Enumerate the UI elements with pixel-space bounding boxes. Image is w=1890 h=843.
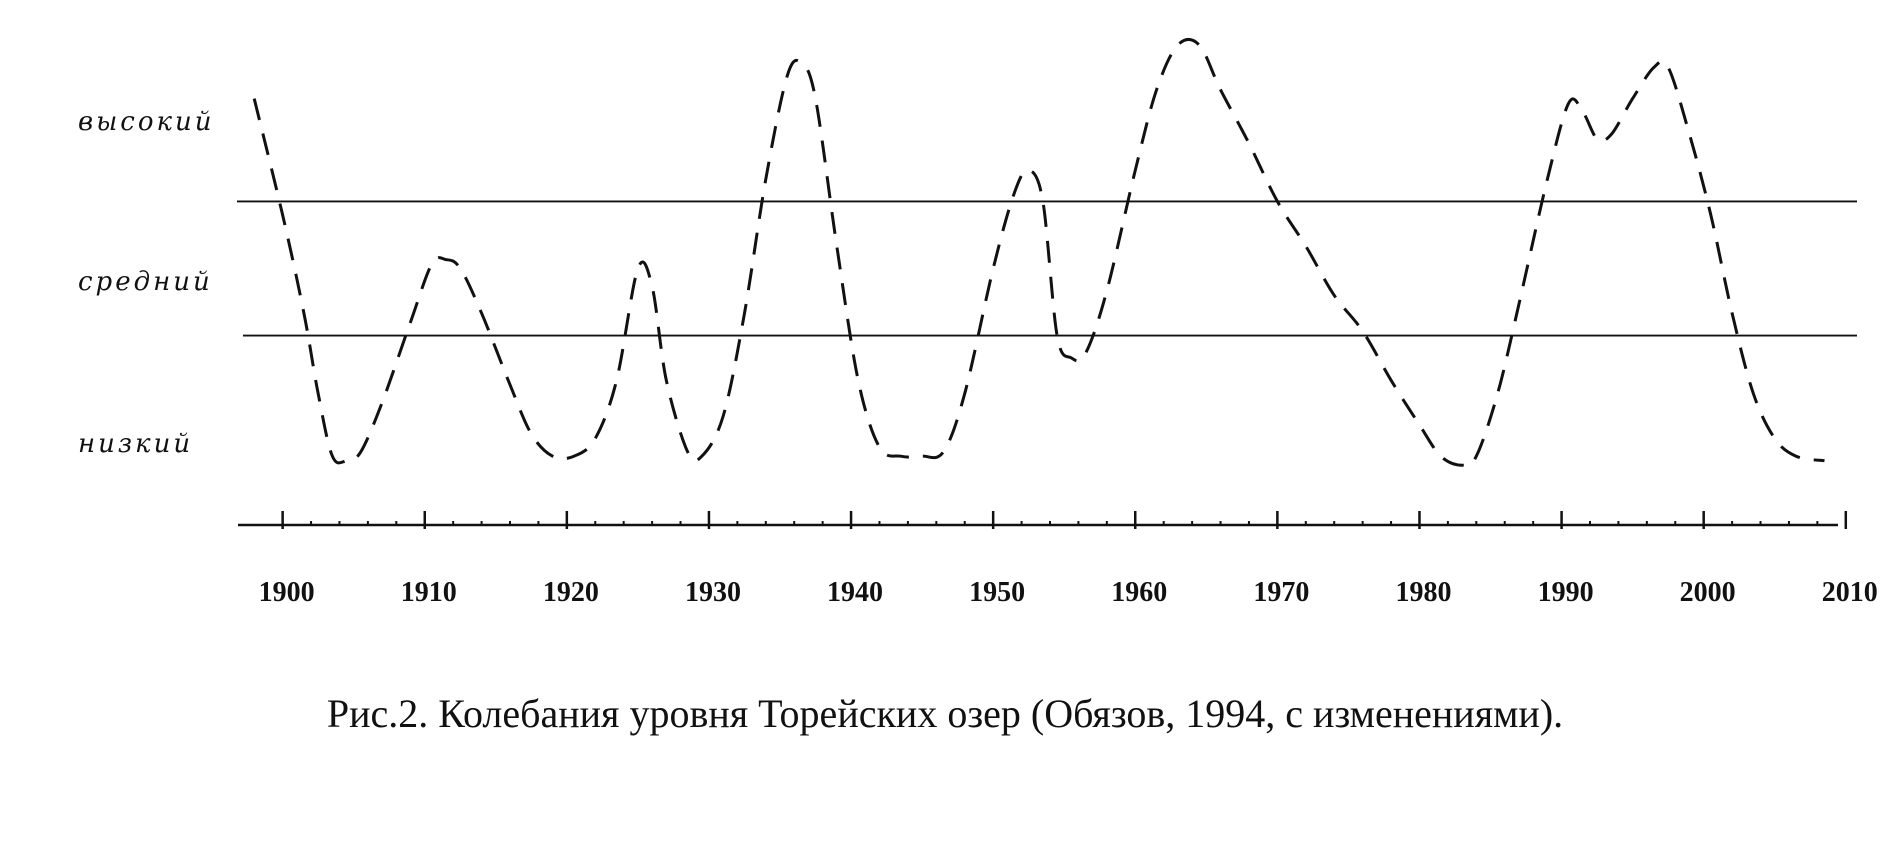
lake-level-series-line <box>252 37 1825 468</box>
band-label: низкий <box>78 429 193 459</box>
level-band-labels: высокий средний низкий <box>78 107 215 459</box>
x-tick-label: 1910 <box>401 577 457 608</box>
x-tick-label: 1990 <box>1538 577 1594 608</box>
x-tick-label: 1960 <box>1111 577 1167 608</box>
x-tick-label: 1940 <box>827 577 883 608</box>
x-tick-label: 1900 <box>259 577 315 608</box>
band-label: средний <box>78 267 213 297</box>
x-tick-label: 1980 <box>1395 577 1451 608</box>
band-label: высокий <box>78 107 215 137</box>
series-layer <box>252 37 1825 468</box>
lake-level-chart: высокий средний низкий 1900 1910 1920 1930 194… <box>78 37 1878 608</box>
x-tick-label: 1970 <box>1253 577 1309 608</box>
figure-caption: Рис.2. Колебания уровня Торейских озер (… <box>326 691 1564 736</box>
x-tick-label: 2010 <box>1822 577 1878 608</box>
x-axis: 1900 1910 1920 1930 1940 1950 1960 1970 1980 1990… <box>238 511 1878 608</box>
x-tick-label: 1920 <box>543 577 599 608</box>
x-tick-label: 2000 <box>1680 577 1736 608</box>
x-tick-label: 1950 <box>969 577 1025 608</box>
band-boundary-lines <box>237 200 1857 337</box>
x-tick-label: 1930 <box>685 577 741 608</box>
